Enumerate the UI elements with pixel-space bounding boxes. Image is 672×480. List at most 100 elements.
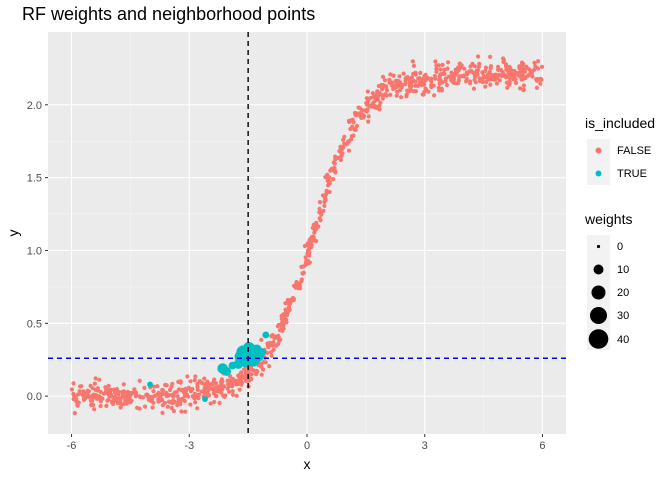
false-point <box>222 394 227 399</box>
false-point <box>179 409 184 414</box>
false-point <box>365 89 370 94</box>
false-point <box>407 80 412 85</box>
false-point <box>309 242 314 247</box>
false-point <box>300 271 305 276</box>
false-point <box>169 405 174 411</box>
false-point <box>504 67 509 72</box>
false-point <box>439 88 444 93</box>
false-point <box>78 384 83 389</box>
false-point <box>212 377 217 382</box>
false-point <box>278 337 283 342</box>
false-point <box>142 404 148 409</box>
true-point <box>262 331 270 339</box>
false-point <box>263 360 268 365</box>
false-point <box>88 398 93 403</box>
false-point <box>74 396 79 401</box>
false-point <box>160 410 165 415</box>
false-point <box>404 92 409 97</box>
false-point <box>433 76 438 81</box>
false-point <box>429 84 434 90</box>
color-legend: is_included FALSE TRUE <box>585 115 655 185</box>
false-point <box>426 89 431 94</box>
false-point <box>312 222 318 227</box>
false-point <box>98 403 103 409</box>
false-point <box>406 76 411 81</box>
false-point <box>108 392 114 397</box>
false-point <box>151 389 156 394</box>
false-point <box>92 407 97 412</box>
legend-label-true: TRUE <box>617 168 647 180</box>
false-point <box>391 73 396 78</box>
false-point <box>193 374 198 379</box>
false-point <box>327 175 332 180</box>
false-point <box>219 385 224 390</box>
x-tick-label: 0 <box>304 440 310 452</box>
false-point <box>249 366 254 371</box>
x-tick-label: 6 <box>539 440 545 452</box>
false-point <box>496 64 501 69</box>
false-point <box>483 84 488 89</box>
false-point <box>383 84 389 89</box>
false-point <box>508 68 513 74</box>
false-point <box>310 225 315 230</box>
false-point <box>358 113 363 118</box>
false-point <box>93 376 98 381</box>
legend-swatch-true <box>595 170 602 177</box>
false-point <box>382 78 387 83</box>
x-tick-label: -6 <box>67 440 77 452</box>
false-point <box>418 78 423 84</box>
false-point <box>163 382 168 388</box>
chart-title: RF weights and neighborhood points <box>22 4 315 24</box>
false-point <box>171 398 176 403</box>
false-point <box>518 86 523 91</box>
false-point <box>409 75 414 80</box>
false-point <box>423 78 428 83</box>
false-point <box>243 373 248 378</box>
false-point <box>338 155 343 160</box>
false-point <box>401 71 406 76</box>
false-point <box>116 390 122 395</box>
false-point <box>416 76 421 81</box>
false-point <box>226 389 232 394</box>
false-point <box>489 74 494 79</box>
false-point <box>413 89 418 94</box>
false-point <box>212 399 217 405</box>
false-point <box>265 341 270 346</box>
false-point <box>171 408 176 414</box>
false-point <box>433 59 438 64</box>
false-point <box>354 123 359 129</box>
false-point <box>118 399 123 404</box>
false-point <box>270 343 275 348</box>
false-point <box>443 79 448 84</box>
x-axis-ticks: -6 -3 0 3 6 <box>67 434 546 452</box>
false-point <box>120 394 125 399</box>
false-point <box>150 394 155 399</box>
false-point <box>185 374 190 379</box>
false-point <box>310 234 315 239</box>
false-point <box>150 405 155 410</box>
false-point <box>138 395 143 400</box>
false-point <box>165 404 170 409</box>
false-point <box>525 73 530 78</box>
false-point <box>449 77 454 82</box>
false-point <box>323 193 328 198</box>
false-point <box>408 85 413 90</box>
false-point <box>206 393 211 398</box>
false-point <box>217 400 222 406</box>
false-point <box>538 76 543 81</box>
false-point <box>344 142 349 147</box>
false-point <box>234 393 239 398</box>
false-point <box>302 243 307 249</box>
false-point <box>291 296 296 301</box>
legend-swatch-size-20 <box>591 285 606 300</box>
false-point <box>353 112 358 117</box>
false-point <box>106 397 111 402</box>
false-point <box>327 181 332 186</box>
false-point <box>239 382 244 387</box>
false-point <box>341 137 346 142</box>
false-point <box>156 399 161 404</box>
y-tick-label: 2.0 <box>27 100 42 112</box>
false-point <box>511 75 516 80</box>
false-point <box>413 72 418 77</box>
